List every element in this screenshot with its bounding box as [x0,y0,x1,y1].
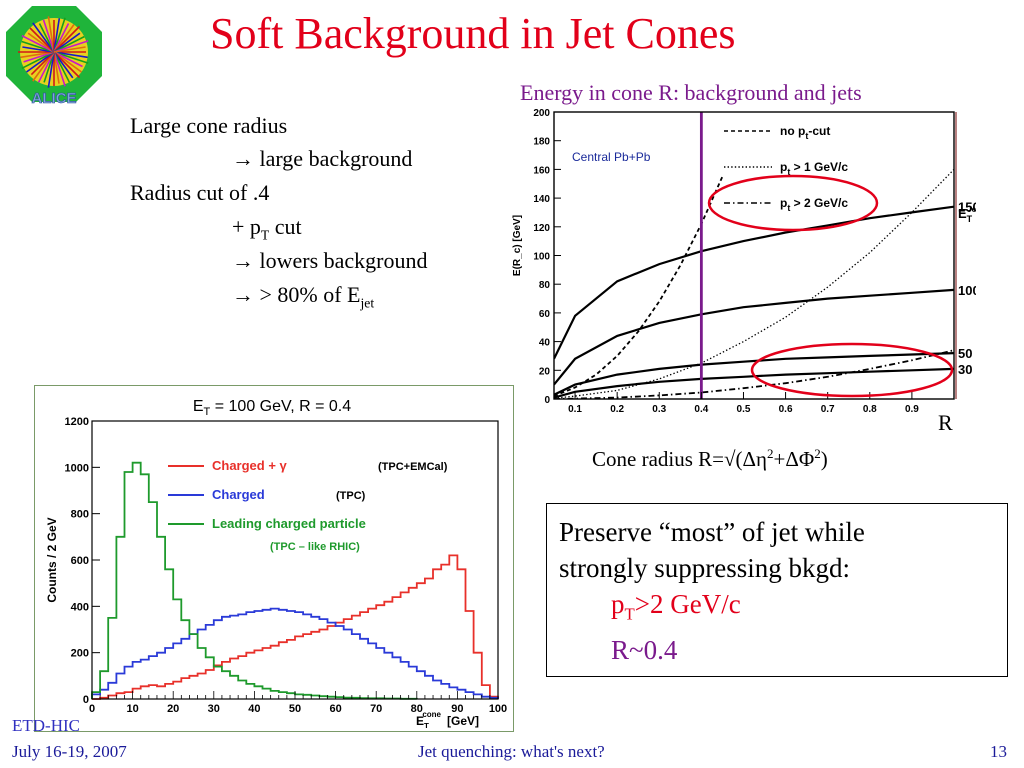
x-axis-label: ETcone [GeV] [416,710,479,728]
conclusion-box: Preserve “most” of jet while strongly su… [546,503,1008,677]
legend-entry: pt > 2 GeV/c [780,196,848,213]
y-tick-label: 0 [544,395,550,406]
x-tick-label: 70 [370,703,382,715]
jet-energy-curve [554,367,954,399]
legend-tag: (TPC+EMCal) [378,461,448,473]
y-axis-label: E(R_c) [GeV] [512,215,523,276]
x-tick-label: 0.9 [905,404,919,415]
y-tick-label: 100 [533,252,550,263]
jet-energy-curve [554,288,954,386]
counts-histogram-chart: 0 200 400 600 800 1000 1200 0 10 20 30 40 50 60 70 80 90… [45,398,507,728]
legend-tag: (TPC – like RHIC) [270,541,360,553]
x-tick-label: 20 [167,703,179,715]
chart-annotation-central-pbpb: Central Pb+Pb [572,150,651,164]
histogram-title: ET = 100 GeV, R = 0.4 [193,398,351,418]
y-tick-label: 0 [83,694,89,706]
x-tick-label: 0.7 [821,404,835,415]
jet-energy-curve [554,352,954,396]
et-jet-text: ETJet= [958,205,976,224]
x-tick-label: 80 [411,703,423,715]
y-tick-label: 1000 [65,462,89,474]
conclusion-pt-cut: pT>2 GeV/c [611,589,741,624]
alice-logo-text: ALICE [32,90,77,106]
jet-energy-label: 150 [958,200,976,215]
y-tick-label: 400 [71,601,89,613]
right-chart-title: Energy in cone R: background and jets [520,80,862,105]
x-tick-label: 0.4 [694,404,708,415]
legend-entry: no pt-cut [780,124,830,141]
legend-entry: pt > 1 GeV/c [780,160,848,177]
x-tick-label: 0.3 [652,404,666,415]
histogram-series [92,554,499,700]
x-tick-label: 0.5 [737,404,751,415]
x-tick-label: 100 [489,703,507,715]
y-tick-label: 160 [533,165,550,176]
y-tick-label: 80 [539,280,551,291]
alice-logo: ALICE [6,6,102,106]
y-tick-label: 120 [533,223,550,234]
bullet-6: → > 80% of Ejet [232,282,375,311]
histogram-series [91,607,499,699]
bullet-5: → lowers background [232,248,428,273]
x-tick-label: 0.2 [610,404,624,415]
highlight-ellipse-curves [750,342,954,398]
conclusion-line-1: Preserve “most” of jet while [559,517,865,547]
slide-title: Soft Background in Jet Cones [210,9,736,58]
highlight-ellipse-legend [707,174,879,232]
jet-energy-label: 30 GeV [958,362,976,377]
y-tick-label: 1200 [65,416,89,428]
footer-page-number: 13 [990,742,1007,761]
background-curve [554,349,954,399]
x-tick-label: 0.1 [568,404,582,415]
x-tick-label: 0 [89,703,95,715]
y-axis-label: Counts / 2 GeV [45,517,59,602]
et-jet-label: ETJet= [958,205,976,224]
conclusion-radius: R~0.4 [611,635,678,666]
footer-date: July 16-19, 2007 [12,742,127,761]
y-tick-label: 180 [533,137,550,148]
x-tick-label: 90 [451,703,463,715]
y-tick-label: 200 [71,648,89,660]
x-tick-label: 60 [329,703,341,715]
footer-conference: ETD-HIC [12,716,80,735]
bullet-4: + pT cut [232,214,302,243]
footer-talk-title: Jet quenching: what's next? [418,742,605,761]
x-tick-label: 10 [126,703,138,715]
bullet-2: → large background [232,146,413,171]
legend-tag: (TPC) [336,490,366,502]
y-tick-label: 140 [533,194,550,205]
jet-energy-label: 50 [958,346,972,361]
legend-entry: Charged [212,487,265,502]
background-curve [554,176,724,397]
histogram-frame [34,385,514,732]
y-tick-label: 20 [539,366,551,377]
r-axis-label: R [938,410,953,435]
y-tick-label: 40 [539,338,551,349]
jet-energy-curve [554,205,954,360]
bullet-1: Large cone radius [130,113,288,138]
x-tick-label: 0.8 [863,404,877,415]
legend-entry: Charged + γ [212,458,288,473]
cone-radius-caption: Cone radius R=√(Δη2+ΔΦ2) [592,446,828,471]
x-tick-label: 50 [289,703,301,715]
y-tick-label: 200 [533,108,550,119]
legend-entry: Leading charged particle [212,516,366,531]
jet-energy-label: 100 [958,283,976,298]
y-tick-label: 600 [71,555,89,567]
y-tick-label: 800 [71,509,89,521]
bullet-3: Radius cut of .4 [130,180,270,205]
x-tick-label: 40 [248,703,260,715]
x-tick-label: 0.6 [779,404,793,415]
y-tick-label: 60 [539,309,551,320]
x-tick-label: 30 [208,703,220,715]
conclusion-line-2: strongly suppressing bkgd: [559,553,851,583]
